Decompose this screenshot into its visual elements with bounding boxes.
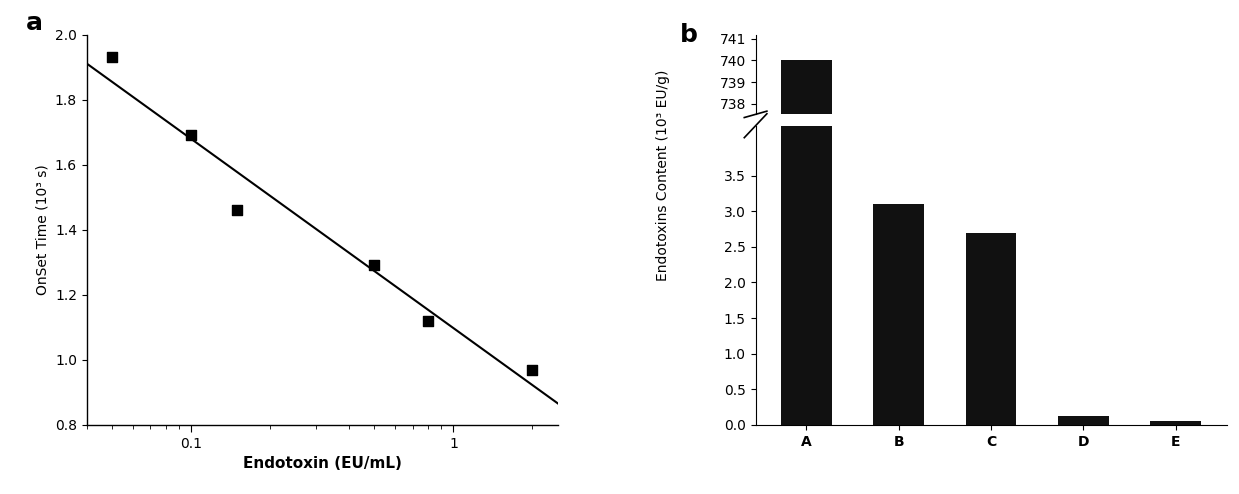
Text: a: a — [26, 11, 42, 35]
Bar — [873, 204, 924, 425]
Text: b: b — [680, 23, 698, 46]
Point — [523, 366, 543, 373]
Bar — [1151, 421, 1202, 425]
Bar — [781, 0, 831, 425]
Point — [418, 317, 437, 325]
Point — [228, 206, 248, 214]
Bar — [965, 233, 1016, 425]
Text: Endotoxins Content (10³ EU/g): Endotoxins Content (10³ EU/g) — [655, 69, 669, 281]
Bar — [781, 60, 831, 494]
Bar — [1058, 416, 1109, 425]
Point — [364, 261, 384, 269]
Point — [181, 131, 201, 139]
X-axis label: Endotoxin (EU/mL): Endotoxin (EU/mL) — [243, 456, 401, 471]
Point — [103, 53, 123, 61]
Y-axis label: OnSet Time (10³ s): OnSet Time (10³ s) — [36, 165, 50, 295]
